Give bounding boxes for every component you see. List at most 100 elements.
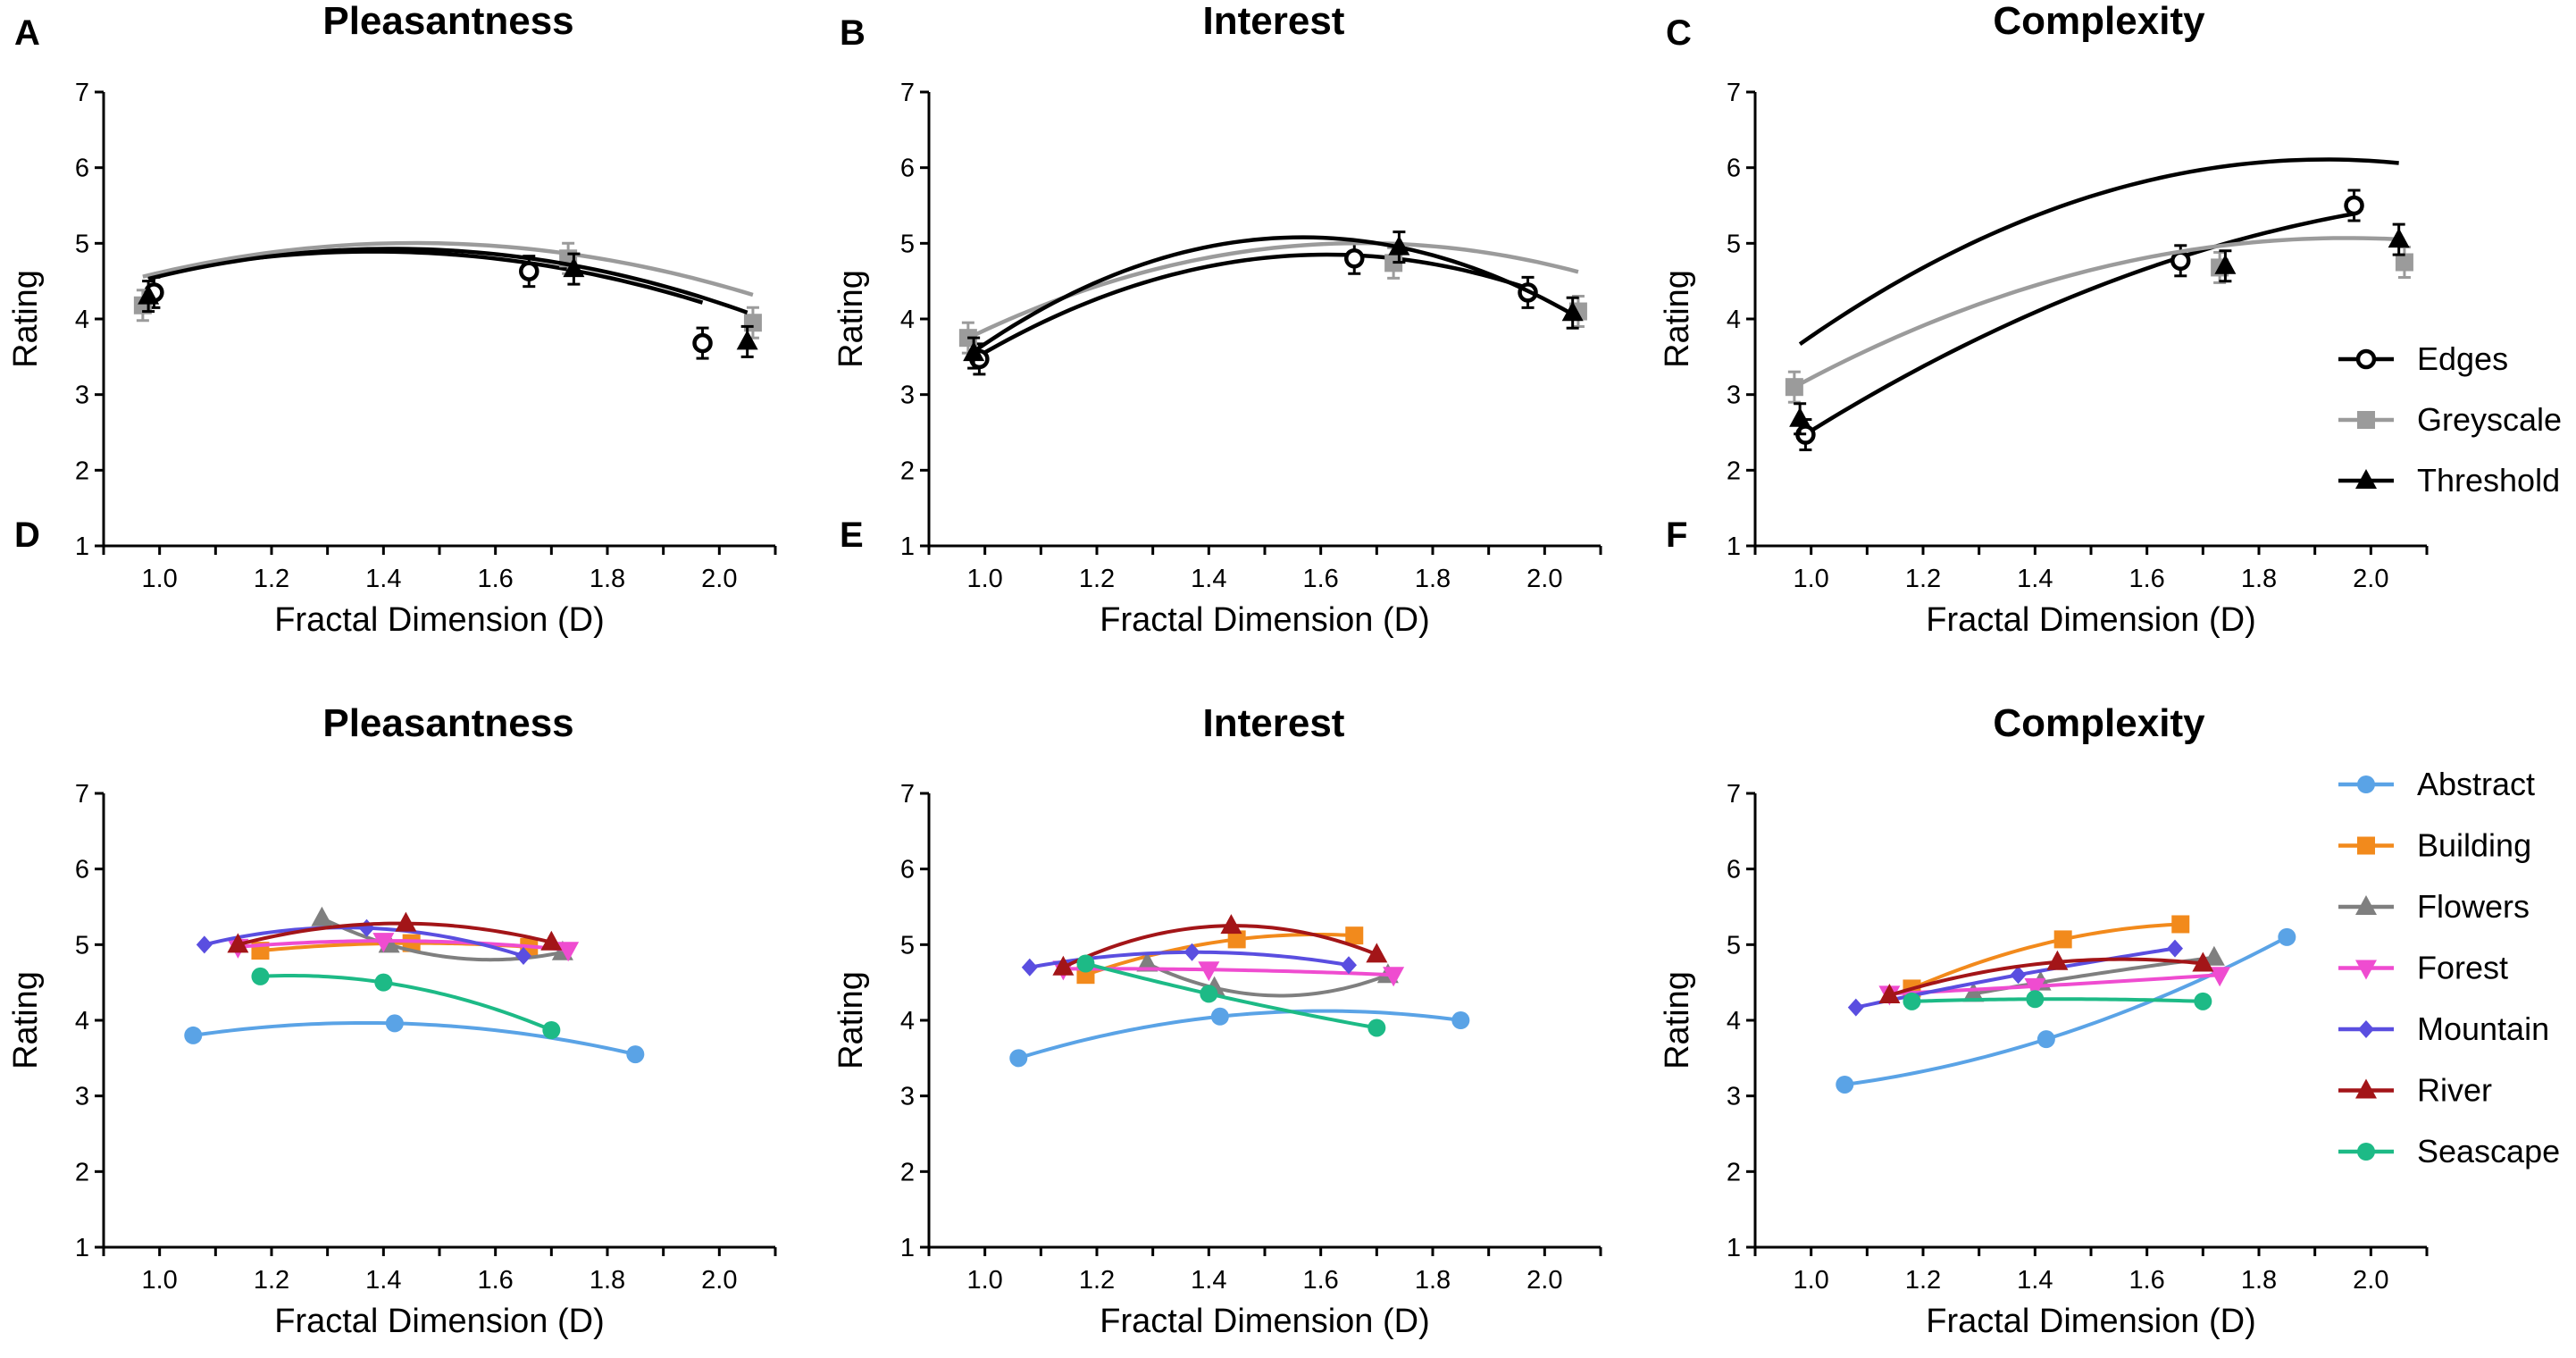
y-tick-label: 4 <box>1727 1007 1741 1035</box>
series-seascape <box>1076 954 1386 1037</box>
x-axis-label: Fractal Dimension (D) <box>1926 601 2256 639</box>
y-tick-label: 4 <box>75 306 89 334</box>
y-tick-label: 5 <box>900 931 915 960</box>
x-tick-label: 1.4 <box>2017 565 2053 593</box>
y-tick-label: 7 <box>75 79 89 107</box>
chart-title: Interest <box>1203 0 1345 43</box>
x-tick-label: 1.0 <box>1794 1266 1829 1295</box>
series-line-threshold <box>1798 157 2399 347</box>
data-point-threshold <box>2388 228 2410 248</box>
y-tick-label: 5 <box>1727 931 1741 960</box>
data-point-river <box>227 933 249 953</box>
y-tick-label: 4 <box>900 306 915 334</box>
series-line-river <box>237 921 552 947</box>
series-threshold <box>963 231 1584 370</box>
chart-title: Interest <box>1203 701 1345 745</box>
data-point-greyscale <box>2395 253 2413 272</box>
data-point-mountain <box>1021 958 1038 977</box>
data-point-seascape <box>2194 992 2212 1010</box>
data-point-seascape <box>542 1021 561 1040</box>
x-tick-label: 2.0 <box>701 1266 737 1295</box>
x-tick-label: 1.0 <box>967 1266 1003 1295</box>
data-point-seascape <box>1076 954 1095 973</box>
data-point-edges <box>519 261 539 281</box>
series-line-building <box>1911 922 2181 991</box>
data-point-building <box>1227 930 1246 949</box>
y-tick-label: 3 <box>900 1083 915 1111</box>
series-line-edges <box>1804 212 2354 436</box>
y-tick-label: 2 <box>900 457 915 485</box>
panel-letter: B <box>840 13 866 53</box>
series-line-seascape <box>1084 961 1377 1030</box>
legend-marker-flowers <box>2355 895 2377 915</box>
legend-label: Seascape <box>2417 1133 2560 1169</box>
x-tick-label: 1.6 <box>2129 1266 2165 1295</box>
y-tick-label: 6 <box>1727 856 1741 884</box>
y-tick-label: 7 <box>900 79 915 107</box>
x-tick-label: 1.6 <box>478 565 514 593</box>
data-point-edges <box>2170 250 2191 272</box>
x-tick-label: 2.0 <box>2353 1266 2388 1295</box>
y-axis-label: Rating <box>7 270 45 368</box>
series-line-seascape <box>260 974 553 1032</box>
data-point-edges <box>1344 248 1365 269</box>
series-river <box>1052 914 1388 976</box>
series-line-threshold <box>147 247 749 314</box>
series-river <box>1878 950 2214 1004</box>
panel-a: A Pleasantness 1 2 3 4 5 6 7 1.0 1.2 1.4 1.6 1.8 2.0 Fr… <box>7 0 777 639</box>
data-point-mountain <box>1341 956 1357 975</box>
legend-bottom: Abstract Building Flowers Forest Mountain Riv… <box>2338 766 2560 1169</box>
y-tick-label: 3 <box>75 1083 89 1111</box>
data-point-threshold <box>2214 254 2237 274</box>
legend-item-river: River <box>2338 1072 2492 1109</box>
data-point-building <box>2053 930 2072 949</box>
x-axis-label: Fractal Dimension (D) <box>274 601 605 639</box>
series-line-forest <box>1889 973 2221 996</box>
series-line-river <box>1888 957 2204 997</box>
legend-item-flowers: Flowers <box>2338 888 2530 925</box>
x-tick-label: 1.6 <box>1303 565 1339 593</box>
series-line-forest <box>238 939 569 952</box>
data-point-abstract <box>2037 1030 2055 1049</box>
data-point-seascape <box>1903 992 1921 1010</box>
x-tick-label: 1.0 <box>142 565 178 593</box>
series-line-edges <box>978 252 1529 358</box>
legend-item-edges: Edges <box>2338 340 2508 377</box>
data-point-threshold <box>1388 235 1410 256</box>
y-tick-label: 5 <box>1727 230 1741 258</box>
x-tick-label: 1.2 <box>1905 1266 1941 1295</box>
y-tick-label: 6 <box>75 155 89 183</box>
y-tick-label: 3 <box>1727 1083 1741 1111</box>
legend-item-mountain: Mountain <box>2338 1010 2549 1047</box>
data-point-river <box>1878 984 1901 1004</box>
data-point-edges <box>2344 195 2364 216</box>
x-tick-label: 2.0 <box>1526 565 1562 593</box>
series-seascape <box>251 967 561 1040</box>
x-tick-label: 1.2 <box>1079 1266 1115 1295</box>
chart-title: Complexity <box>1993 0 2205 43</box>
legend-label: Greyscale <box>2417 401 2562 438</box>
legend-marker-river <box>2355 1078 2377 1099</box>
y-tick-label: 6 <box>900 856 915 884</box>
data-point-threshold <box>138 284 160 305</box>
x-tick-label: 1.8 <box>590 1266 625 1295</box>
y-tick-label: 7 <box>900 780 915 809</box>
x-tick-label: 1.2 <box>1905 565 1941 593</box>
y-tick-label: 7 <box>75 780 89 809</box>
x-axis-label: Fractal Dimension (D) <box>1100 601 1430 639</box>
y-tick-label: 2 <box>75 1158 89 1186</box>
series-abstract <box>1009 1007 1470 1068</box>
y-tick-label: 1 <box>900 1234 915 1262</box>
x-tick-label: 1.6 <box>478 1266 514 1295</box>
legend-label: Abstract <box>2417 766 2535 802</box>
legend-label: Mountain <box>2417 1010 2549 1047</box>
series-river <box>227 911 563 953</box>
data-point-threshold <box>736 330 758 350</box>
data-point-forest <box>372 933 395 953</box>
y-tick-label: 1 <box>75 1234 89 1262</box>
data-point-river <box>2046 950 2069 970</box>
data-point-seascape <box>1200 985 1218 1003</box>
y-tick-label: 4 <box>900 1007 915 1035</box>
data-point-flowers <box>2203 945 2225 966</box>
